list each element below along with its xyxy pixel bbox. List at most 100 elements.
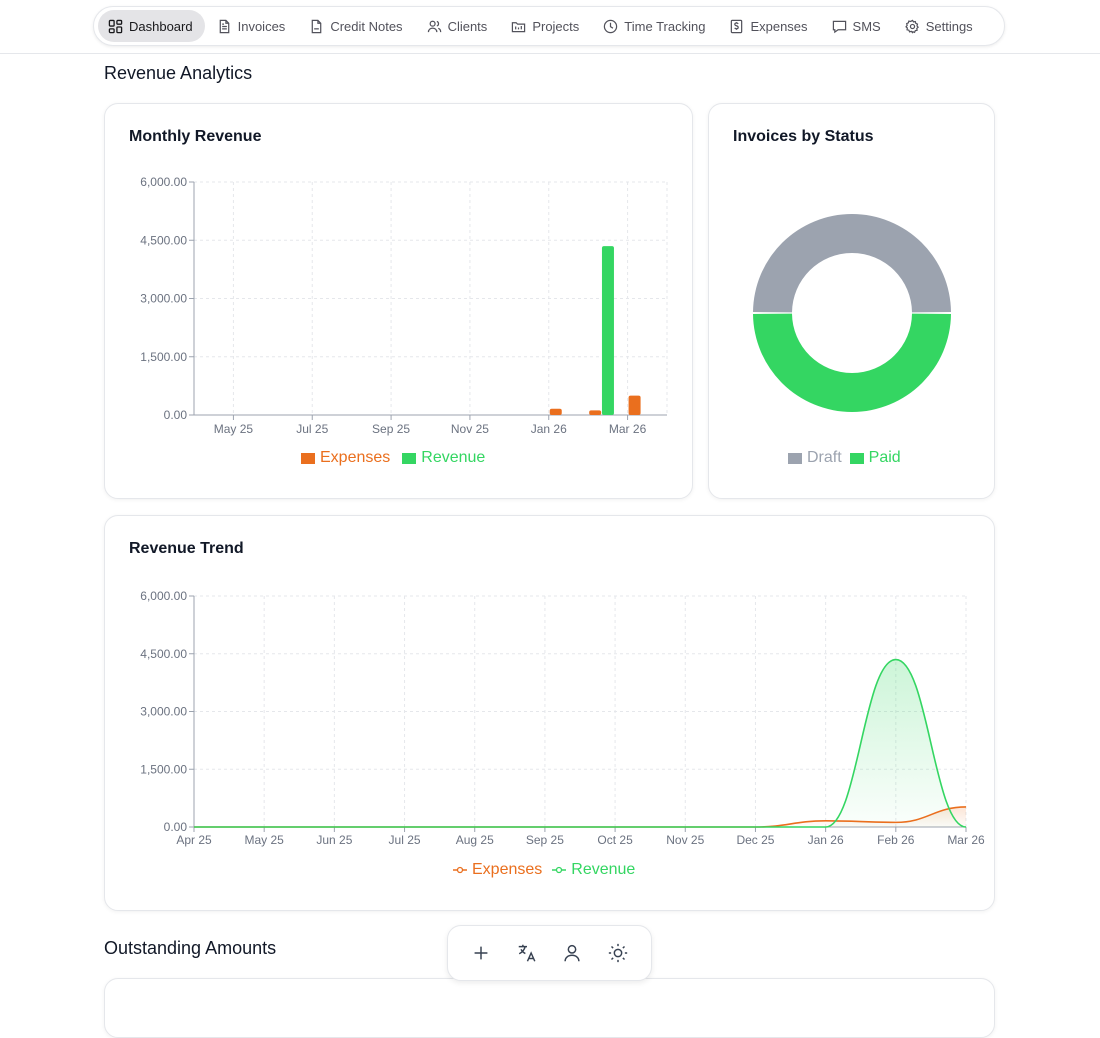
y-tick-label: 4,500.00 xyxy=(140,233,187,247)
line-legend-marker xyxy=(552,866,567,874)
x-tick-label: Aug 25 xyxy=(456,833,494,847)
card-title: Invoices by Status xyxy=(733,128,874,145)
user-icon xyxy=(564,944,580,962)
x-tick-label: Jul 25 xyxy=(389,833,421,847)
legend-label: Revenue xyxy=(421,449,486,466)
slice-draft xyxy=(753,213,951,313)
invoice-icon xyxy=(219,19,229,33)
nav-label: Dashboard xyxy=(129,18,193,34)
x-tick-label: Jan 26 xyxy=(531,422,567,436)
y-tick-label: 1,500.00 xyxy=(140,762,187,776)
legend-label: Draft xyxy=(807,449,842,466)
legend-item-paid[interactable]: Paid xyxy=(849,449,901,467)
sun-icon xyxy=(608,943,628,963)
legend-swatch xyxy=(402,452,417,464)
expenses-icon xyxy=(731,19,743,33)
dashboard-icon xyxy=(108,19,123,33)
theme-toggle-button[interactable] xyxy=(600,935,636,971)
x-tick-label: Jan 26 xyxy=(808,833,844,847)
profile-button[interactable] xyxy=(554,935,590,971)
nav-label: Clients xyxy=(447,18,488,34)
legend-label: Expenses xyxy=(320,449,391,466)
clients-icon xyxy=(427,20,441,32)
legend-item-expenses[interactable]: Expenses xyxy=(301,449,390,467)
sms-icon xyxy=(832,20,846,33)
bar-expenses xyxy=(628,395,641,415)
revenue-trend-legend: Expenses Revenue xyxy=(453,861,635,879)
language-button[interactable] xyxy=(509,935,545,971)
x-tick-label: Nov 25 xyxy=(451,422,489,436)
invoices-status-chart xyxy=(753,213,951,413)
legend-swatch xyxy=(788,452,802,464)
x-tick-label: Sep 25 xyxy=(526,833,564,847)
card-title: Monthly Revenue xyxy=(129,128,262,145)
nav-expenses[interactable]: Expenses xyxy=(719,10,819,42)
nav-clients[interactable]: Clients xyxy=(417,10,500,42)
bar-revenue xyxy=(601,246,614,415)
line-legend-marker xyxy=(453,866,467,874)
y-tick-label: 3,000.00 xyxy=(140,705,187,719)
legend-item-revenue[interactable]: Revenue xyxy=(402,449,485,467)
section-title-outstanding-amounts: Outstanding Amounts xyxy=(104,938,277,958)
x-tick-label: Oct 25 xyxy=(597,833,633,847)
x-tick-label: May 25 xyxy=(214,422,254,436)
y-tick-label: 0.00 xyxy=(164,408,188,422)
slice-paid xyxy=(753,313,951,413)
top-bar: Dashboard Invoices Credit Notes Clients … xyxy=(0,0,1100,54)
y-tick-label: 3,000.00 xyxy=(140,292,187,306)
nav-label: Time Tracking xyxy=(624,18,706,34)
section-title-revenue-analytics: Revenue Analytics xyxy=(104,63,253,83)
nav-label: Settings xyxy=(925,18,973,34)
y-tick-label: 0.00 xyxy=(164,820,188,834)
revenue-trend-card: Revenue Trend 0.00 1,500.00 3,000.00 4,500.… xyxy=(104,515,995,911)
x-tick-label: Mar 26 xyxy=(609,422,647,436)
nav-projects[interactable]: Projects xyxy=(501,10,591,42)
y-tick-label: 1,500.00 xyxy=(140,350,187,364)
line-revenue xyxy=(194,658,967,828)
x-tick-label: Apr 25 xyxy=(176,833,212,847)
y-tick-label: 6,000.00 xyxy=(140,589,187,603)
card-title: Revenue Trend xyxy=(129,540,244,557)
invoices-status-legend: Draft Paid xyxy=(788,449,901,467)
x-tick-label: Sep 25 xyxy=(372,422,410,436)
legend-item-expenses[interactable]: Expenses xyxy=(453,861,542,879)
x-tick-label: Feb 26 xyxy=(877,833,915,847)
outstanding-amounts-card xyxy=(104,978,995,1038)
monthly-revenue-chart: 0.00 1,500.00 3,000.00 4,500.00 6,000.00 May … xyxy=(140,175,668,436)
nav-label: Invoices xyxy=(237,18,286,34)
legend-swatch xyxy=(849,452,864,464)
nav-label: Credit Notes xyxy=(330,18,403,34)
y-tick-label: 4,500.00 xyxy=(140,647,187,661)
gear-icon xyxy=(904,19,919,34)
credit-note-icon xyxy=(311,19,322,33)
legend-label: Revenue xyxy=(571,861,636,878)
add-button[interactable] xyxy=(463,935,499,971)
x-tick-label: Jun 25 xyxy=(316,833,352,847)
nav-invoices[interactable]: Invoices xyxy=(207,10,298,42)
x-tick-label: Jul 25 xyxy=(296,422,328,436)
bar-expenses xyxy=(589,410,602,415)
y-tick-label: 6,000.00 xyxy=(140,175,187,189)
monthly-revenue-legend: Expenses Revenue xyxy=(301,449,485,467)
projects-icon xyxy=(512,21,526,32)
plus-icon xyxy=(474,946,488,960)
revenue-trend-chart: 0.00 1,500.00 3,000.00 4,500.00 6,000.00 Apr … xyxy=(140,589,985,847)
x-tick-label: Dec 25 xyxy=(736,833,774,847)
bar-expenses xyxy=(549,408,562,415)
floating-toolbar xyxy=(447,925,652,981)
monthly-revenue-card: Monthly Revenue 0.00 1,500.00 3,000.00 4,50… xyxy=(104,103,693,499)
invoices-by-status-card: Invoices by Status Draft Paid xyxy=(708,103,995,499)
legend-item-revenue[interactable]: Revenue xyxy=(552,861,635,879)
nav-settings[interactable]: Settings xyxy=(895,10,985,42)
nav-sms[interactable]: SMS xyxy=(822,10,893,42)
nav-label: SMS xyxy=(852,18,881,34)
x-tick-label: May 25 xyxy=(245,833,285,847)
nav-credit-notes[interactable]: Credit Notes xyxy=(299,10,414,42)
nav-dashboard[interactable]: Dashboard xyxy=(98,10,205,42)
legend-label: Paid xyxy=(868,449,901,466)
nav-label: Expenses xyxy=(750,18,808,34)
legend-swatch xyxy=(301,452,315,464)
nav-time-tracking[interactable]: Time Tracking xyxy=(593,10,717,42)
x-tick-label: Nov 25 xyxy=(666,833,704,847)
legend-item-draft[interactable]: Draft xyxy=(788,449,842,467)
